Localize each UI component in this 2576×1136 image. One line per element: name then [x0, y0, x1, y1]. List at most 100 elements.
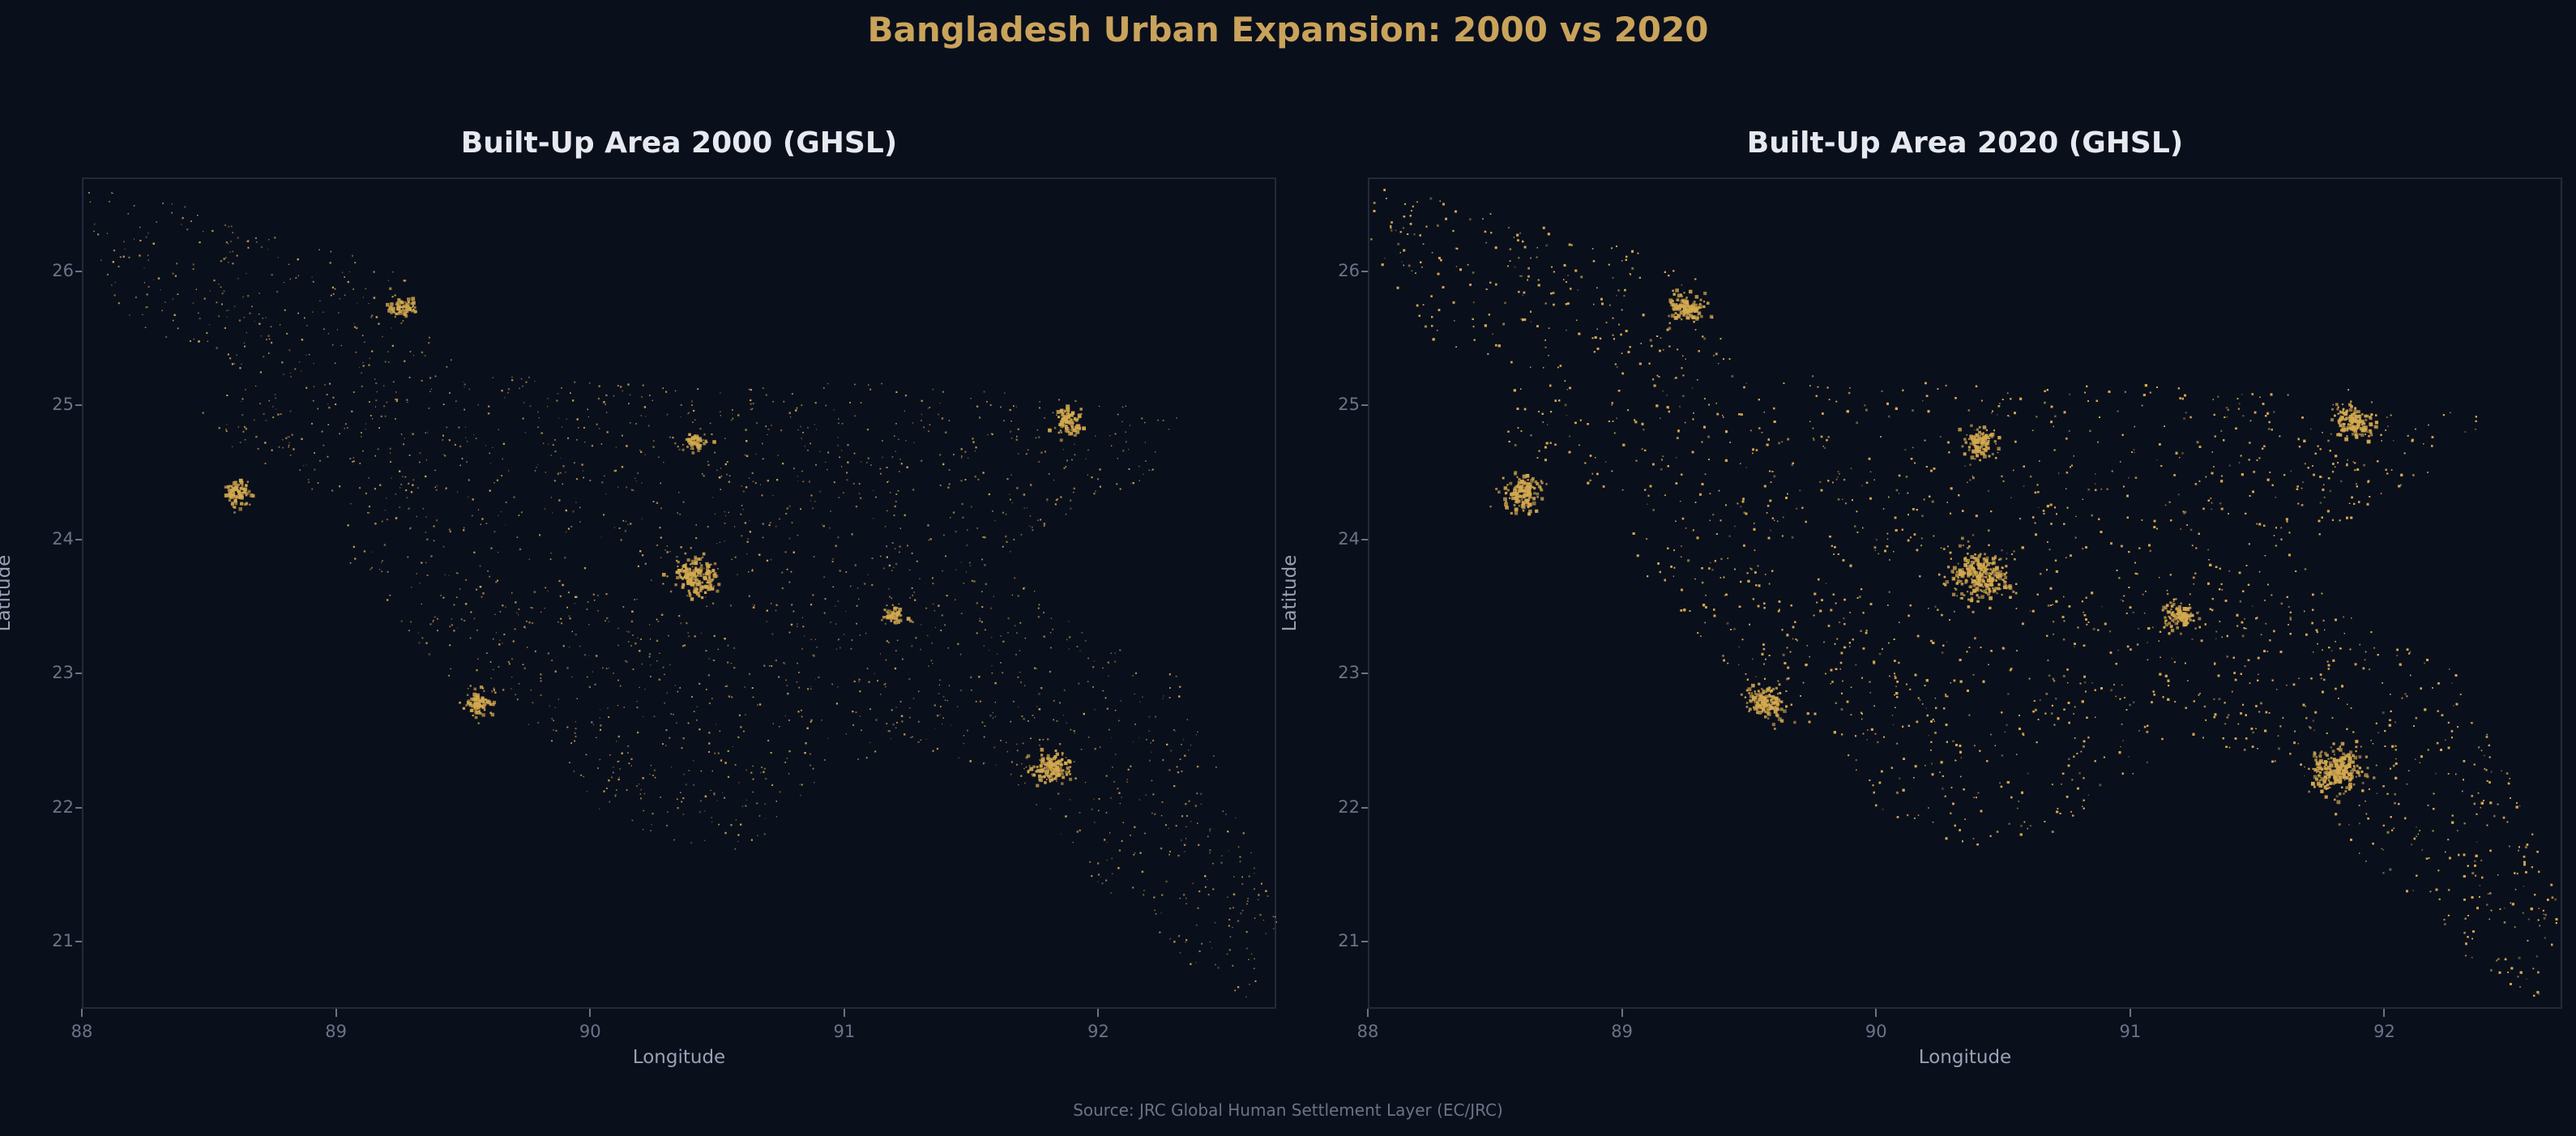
urban-hotspot-pixel: [677, 569, 681, 573]
urban-hotspot-pixel: [1061, 772, 1064, 775]
built-up-pixel: [904, 395, 907, 397]
built-up-pixel: [363, 550, 366, 553]
built-up-pixel: [854, 415, 856, 417]
built-up-pixel: [173, 314, 176, 316]
built-up-pixel: [1265, 890, 1267, 892]
built-up-pixel: [649, 774, 651, 775]
built-up-pixel: [365, 492, 367, 495]
built-up-pixel: [1151, 469, 1153, 471]
built-up-pixel: [2091, 682, 2093, 684]
built-up-pixel: [1934, 732, 1937, 734]
built-up-pixel: [1151, 779, 1153, 782]
built-up-pixel: [1925, 707, 1927, 709]
built-up-pixel: [960, 448, 963, 451]
built-up-pixel: [1553, 303, 1555, 306]
built-up-pixel: [203, 297, 206, 300]
built-up-pixel: [459, 445, 462, 447]
built-up-pixel: [128, 256, 130, 258]
built-up-pixel: [561, 387, 562, 389]
built-up-pixel: [370, 316, 372, 318]
built-up-pixel: [147, 254, 149, 257]
built-up-pixel: [824, 759, 826, 761]
built-up-pixel: [987, 434, 989, 436]
built-up-pixel: [1437, 224, 1439, 227]
built-up-pixel: [1179, 952, 1181, 954]
urban-hotspot-pixel: [1082, 426, 1086, 431]
built-up-pixel: [708, 742, 711, 745]
built-up-pixel: [673, 713, 674, 715]
urban-hotspot-pixel: [685, 566, 688, 570]
built-up-pixel: [164, 301, 166, 303]
built-up-pixel: [1974, 745, 1976, 747]
built-up-pixel: [601, 481, 604, 484]
built-up-pixel: [2289, 618, 2292, 621]
built-up-pixel: [1623, 295, 1625, 297]
built-up-pixel: [932, 662, 933, 664]
built-up-pixel: [1749, 429, 1752, 432]
built-up-pixel: [1002, 420, 1005, 422]
built-up-pixel: [259, 371, 262, 374]
built-up-pixel: [665, 729, 668, 732]
built-up-pixel: [505, 524, 506, 526]
built-up-pixel: [744, 522, 747, 524]
built-up-pixel: [1087, 681, 1089, 682]
built-up-pixel: [2040, 573, 2042, 575]
built-up-pixel: [106, 233, 108, 234]
built-up-pixel: [226, 316, 228, 318]
built-up-pixel: [1112, 873, 1113, 874]
built-up-pixel: [895, 727, 897, 728]
built-up-pixel: [2404, 693, 2407, 695]
built-up-pixel: [939, 403, 941, 404]
built-up-pixel: [835, 545, 837, 547]
built-up-pixel: [562, 583, 564, 587]
built-up-pixel: [549, 558, 552, 560]
built-up-pixel: [570, 392, 571, 394]
built-up-pixel: [1134, 852, 1136, 854]
built-up-pixel: [1006, 751, 1009, 753]
built-up-pixel: [2526, 978, 2527, 980]
built-up-pixel: [544, 608, 545, 609]
built-up-pixel: [395, 391, 397, 393]
built-up-pixel: [554, 439, 556, 441]
built-up-pixel: [631, 610, 634, 613]
built-up-pixel: [1945, 384, 1947, 386]
built-up-pixel: [1454, 320, 1455, 322]
built-up-pixel: [722, 792, 724, 793]
built-up-pixel: [600, 724, 602, 727]
built-up-pixel: [2475, 429, 2476, 430]
built-up-pixel: [1536, 256, 1538, 258]
built-up-pixel: [893, 566, 895, 568]
urban-hotspot-pixel: [415, 310, 417, 313]
built-up-pixel: [1232, 893, 1236, 895]
urban-hotspot-pixel: [236, 496, 239, 499]
built-up-pixel: [268, 239, 270, 241]
built-up-pixel: [387, 280, 389, 281]
built-up-pixel: [802, 626, 805, 628]
built-up-pixel: [1031, 774, 1032, 775]
built-up-pixel: [1093, 493, 1096, 495]
built-up-pixel: [1015, 438, 1018, 441]
built-up-pixel: [888, 588, 890, 590]
built-up-pixel: [718, 823, 720, 826]
built-up-pixel: [1548, 327, 1550, 329]
built-up-pixel: [824, 759, 826, 761]
built-up-pixel: [1074, 454, 1076, 456]
built-up-pixel: [371, 350, 374, 352]
built-up-pixel: [1039, 407, 1040, 409]
built-up-pixel: [1964, 465, 1966, 467]
built-up-pixel: [271, 449, 273, 451]
built-up-pixel: [1023, 767, 1025, 770]
built-up-pixel: [466, 441, 468, 442]
built-up-pixel: [652, 775, 654, 776]
urban-hotspot-pixel: [1064, 762, 1067, 765]
built-up-pixel: [606, 788, 608, 789]
built-up-pixel: [1065, 757, 1067, 758]
built-up-pixel: [395, 517, 398, 519]
built-up-pixel: [575, 502, 577, 503]
built-up-pixel: [637, 731, 639, 734]
built-up-pixel: [503, 634, 506, 635]
urban-hotspot-pixel: [233, 492, 236, 495]
built-up-pixel: [1155, 715, 1157, 718]
built-up-pixel: [617, 761, 619, 762]
urban-hotspot-pixel: [1047, 769, 1050, 772]
